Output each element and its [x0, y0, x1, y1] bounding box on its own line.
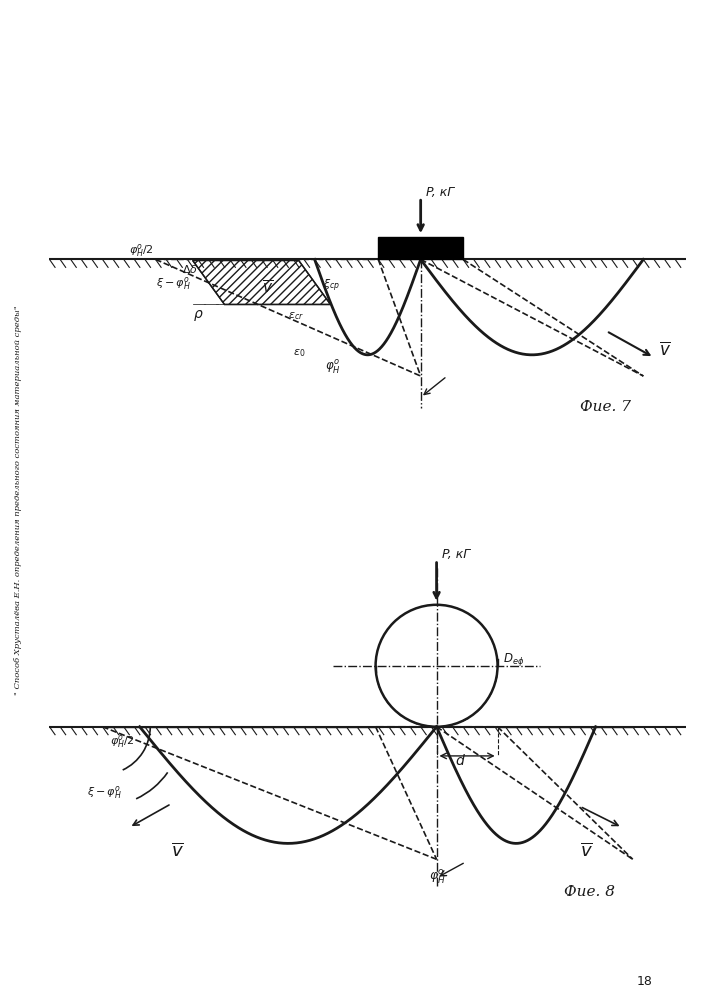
- Text: P, кГ: P, кГ: [442, 548, 470, 561]
- Text: $\overline{v}$: $\overline{v}$: [262, 280, 273, 297]
- Text: $D_{е\phi}$: $D_{е\phi}$: [503, 651, 524, 668]
- Text: $\varphi_H^o/2$: $\varphi_H^o/2$: [129, 242, 154, 259]
- Text: $\overline{v}$: $\overline{v}$: [172, 843, 185, 861]
- Text: $\rho$: $\rho$: [193, 308, 204, 323]
- Text: Фие. 7: Фие. 7: [580, 400, 631, 414]
- Bar: [378, 237, 463, 259]
- Text: $\overline{v}$: $\overline{v}$: [659, 341, 672, 359]
- Text: 18: 18: [636, 975, 652, 988]
- Text: " Способ Хрусталёва Е.Н. определения предельного состояния материальной среды": " Способ Хрусталёва Е.Н. определения пре…: [13, 305, 22, 695]
- Text: В шт.: В шт.: [404, 238, 434, 248]
- Text: $\varepsilon_0$: $\varepsilon_0$: [293, 347, 306, 359]
- Text: $\Delta\delta$: $\Delta\delta$: [182, 263, 198, 275]
- Text: P, кГ: P, кГ: [426, 186, 454, 199]
- Text: $\varepsilon_{cr}$: $\varepsilon_{cr}$: [288, 310, 304, 322]
- Text: Фие. 8: Фие. 8: [564, 885, 615, 899]
- Text: $\overline{v}$: $\overline{v}$: [580, 843, 592, 861]
- Text: $\xi_{cp}$: $\xi_{cp}$: [322, 278, 339, 294]
- Text: $\varphi_H^o$: $\varphi_H^o$: [325, 359, 341, 376]
- Text: $\varphi_H^o/2$: $\varphi_H^o/2$: [110, 733, 135, 750]
- Text: d: d: [455, 754, 464, 768]
- Text: $\varphi_H^o$: $\varphi_H^o$: [428, 869, 445, 886]
- Text: $\xi - \varphi_H^o$: $\xi - \varphi_H^o$: [87, 784, 122, 801]
- Text: $\xi-\varphi_H^o$: $\xi-\varphi_H^o$: [156, 275, 190, 292]
